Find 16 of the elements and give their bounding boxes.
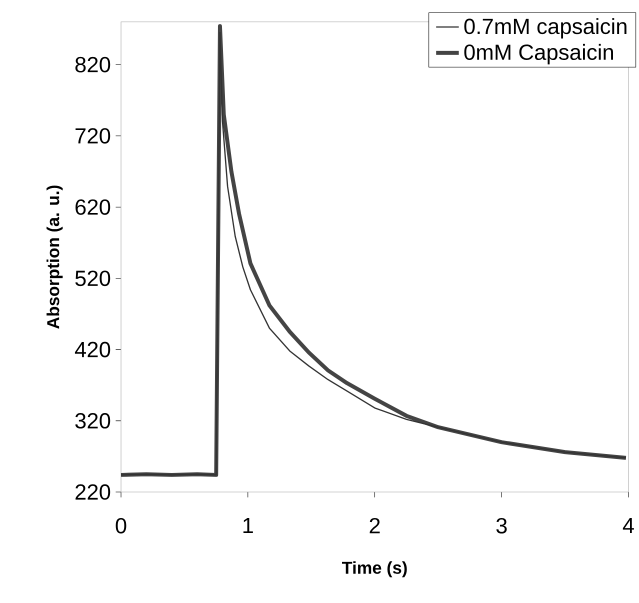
y-axis-title: Absorption (a. u.): [46, 186, 63, 329]
y-tick-label: 520: [75, 270, 110, 286]
x-tick-label: 2: [370, 518, 380, 534]
y-tick-label: 220: [76, 484, 110, 500]
x-tick-label: 0: [116, 518, 126, 534]
y-tick-label: 820: [75, 57, 110, 73]
x-tick-label: 3: [496, 518, 507, 534]
x-axis-title: Time (s): [342, 561, 407, 578]
x-tick-label: 4: [622, 518, 634, 534]
y-tick-label: 320: [75, 413, 110, 429]
x-tick-label: 1: [243, 518, 253, 534]
y-tick-label: 720: [76, 128, 110, 144]
y-tick-label: 620: [76, 200, 110, 216]
legend-label: 0mM Capsaicin: [464, 44, 613, 65]
legend-label: 0.7mM capsaicin: [464, 18, 626, 39]
y-tick-label: 420: [74, 342, 110, 358]
